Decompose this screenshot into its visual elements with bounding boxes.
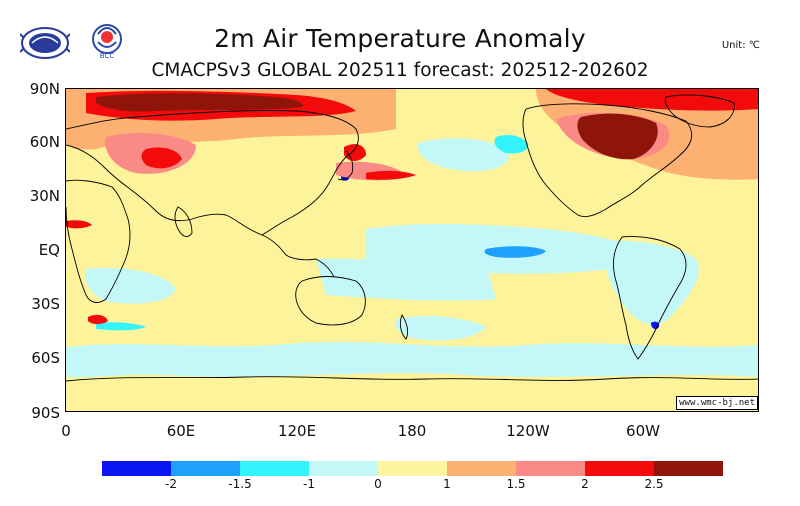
coastline-layer [66,94,758,382]
lon-label-180: 180 [397,422,427,440]
chart-subtitle: CMACPSv3 GLOBAL 202511 forecast: 202512-… [151,60,649,81]
legend-swatch-5 [447,461,516,476]
hot-region-japan [344,144,366,161]
coastline-south-america [613,236,687,360]
legend-swatch-2 [240,461,309,476]
lat-label-60n: 60N [29,133,60,151]
anomaly-map [65,88,759,412]
legend-tick-label: 2.5 [644,477,664,491]
lon-label-60w: 60W [626,422,660,440]
lat-label-90n: 90N [29,80,60,98]
hot-region-central-asia [141,147,182,169]
extreme-region-arctic-eurasia [96,93,303,112]
cold-region-south-indian-streak [96,322,146,331]
svg-text:BCC: BCC [100,52,115,60]
bcc-logo: BCC [88,24,126,60]
legend-tick-label: -1 [303,477,315,491]
legend-swatch-6 [516,461,585,476]
legend-tick-label: 1 [443,477,451,491]
legend-swatch-8 [654,461,723,476]
legend-swatch-7 [585,461,654,476]
coastline-greenland [664,94,735,128]
coastline-india [174,206,193,237]
legend-tick-label: 1.5 [506,477,526,491]
cold-region-north-pacific-core [494,135,529,154]
coastline-eurasia [66,110,359,236]
coastline-north-america [522,103,693,218]
cold-region-equatorial-core [484,246,546,258]
cool-region-south-indian [84,267,176,304]
hot-region-indian-ocean [66,220,92,229]
lon-label-120e: 120E [277,422,317,440]
hot-region-arctic-america [546,89,758,111]
legend-swatch-4 [378,461,447,476]
lat-label-30s: 30S [31,295,60,313]
extreme-region-hudson-bay [577,113,658,160]
legend-tick-label: 2 [581,477,589,491]
coastline-africa [66,179,131,303]
cool-region-south-america [604,240,699,325]
source-credit: www.wmc-bj.net [676,396,758,410]
cool-region-north-pacific [417,138,509,172]
lon-label-0: 0 [61,422,71,440]
cooler-anomaly-layer [96,135,660,331]
cma-logo [19,26,71,60]
hot-region-south-atlantic [88,314,108,324]
chart-title: 2m Air Temperature Anomaly [214,24,586,53]
lon-label-120w: 120W [506,422,550,440]
coastline-australia [295,276,366,326]
cool-region-south-pacific [394,316,486,341]
legend-tick-label: -2 [165,477,177,491]
legend-tick-label: 0 [374,477,382,491]
hot-region-kuroshio-streak [366,170,416,180]
coastline-antarctica [66,376,758,382]
extreme-anomaly-layer [96,93,658,160]
legend-swatch-3 [309,461,378,476]
map-canvas [66,89,758,411]
legend-tick-label: -1.5 [228,477,252,491]
legend-swatch-1 [171,461,240,476]
lat-label-eq: EQ [38,241,60,259]
cool-region-tropical-pacific [316,258,496,301]
coastline-new-zealand [399,314,409,340]
lat-label-60s: 60S [31,349,60,367]
lon-label-60e: 60E [166,422,196,440]
coastline-southeast-asia [261,234,335,278]
coastline-japan [337,150,354,181]
color-legend [102,461,723,476]
lat-label-30n: 30N [29,187,60,205]
cool-anomaly-layer [66,138,758,378]
lat-label-90s: 90S [31,404,60,422]
legend-swatch-0 [102,461,171,476]
cool-region-southern-ocean [66,342,758,378]
unit-label: Unit: ℃ [721,40,760,51]
